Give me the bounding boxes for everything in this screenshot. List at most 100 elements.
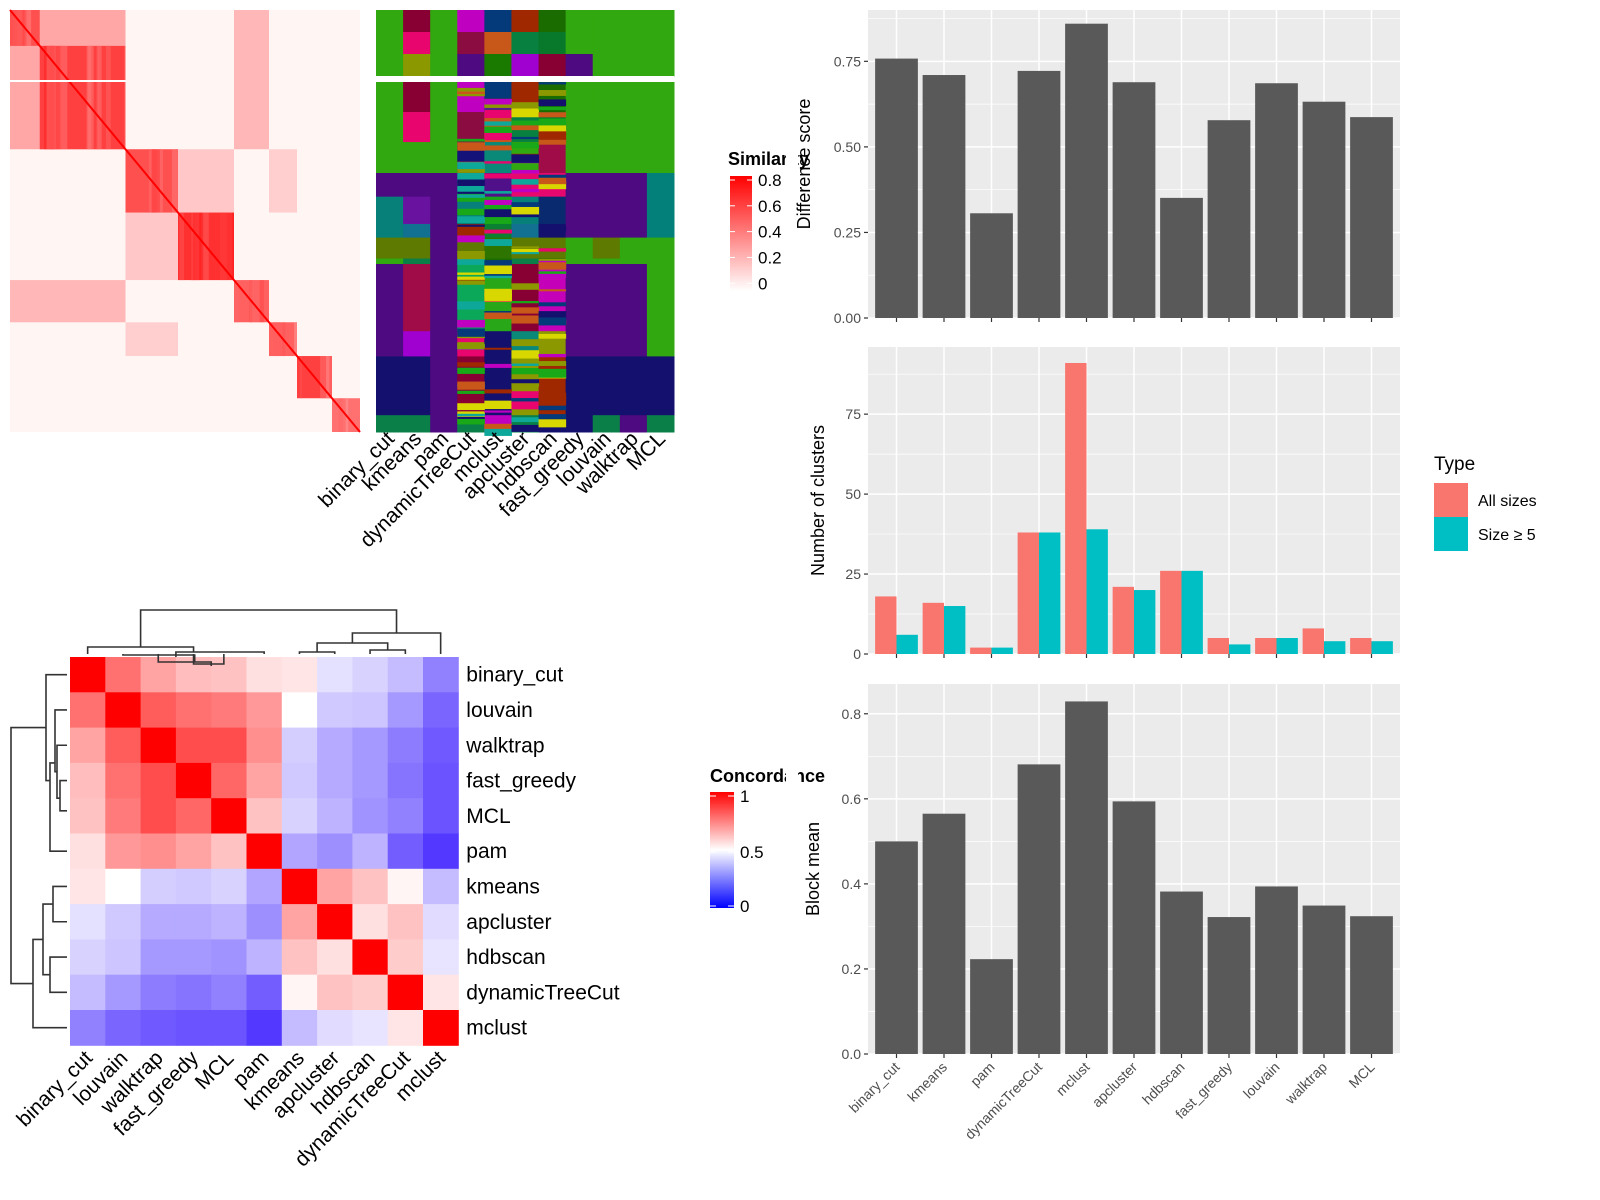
- assignment-cell: [619, 173, 648, 198]
- concordance-cell: [70, 939, 106, 976]
- bar: [1255, 83, 1298, 318]
- assignment-cell: [565, 54, 594, 77]
- concordance-cell: [317, 1010, 353, 1046]
- assignment-stripe: [511, 315, 540, 324]
- bar: [875, 58, 918, 319]
- concordance-cell: [105, 833, 142, 870]
- assignment-cell: [511, 173, 540, 198]
- assignment-cell: [592, 10, 621, 33]
- assignment-cell: [565, 82, 594, 113]
- concordance-cell: [423, 939, 459, 976]
- assignment-cell: [565, 173, 594, 198]
- concordance-cell: [140, 762, 177, 799]
- assignment-cell: [646, 356, 675, 416]
- assignment-stripe: [511, 206, 540, 213]
- legend-key-all-sizes: [1434, 483, 1468, 517]
- assignment-stripe: [538, 99, 567, 107]
- assignment-cell: [619, 142, 648, 174]
- assignment-cell: [619, 356, 648, 416]
- assignment-cell: [592, 258, 621, 265]
- assignment-cell: [646, 264, 675, 332]
- concordance-row-label: hdbscan: [466, 946, 545, 969]
- assignment-cell: [376, 173, 404, 198]
- assignment-stripe: [538, 311, 567, 320]
- y-tick-label: 0.00: [834, 310, 861, 326]
- concordance-tick-label: 0.5: [740, 843, 764, 862]
- bar-all-sizes: [1207, 638, 1229, 654]
- assignment-stripe: [457, 235, 485, 243]
- y-tick-label: 75: [845, 406, 861, 422]
- y-tick-label: 25: [845, 566, 861, 582]
- concordance-cell: [105, 939, 142, 976]
- assignment-stripe: [538, 82, 567, 85]
- concordance-cell: [317, 762, 353, 799]
- assignment-cell: [376, 258, 404, 265]
- assignment-cell: [592, 237, 621, 260]
- assignment-stripe: [538, 302, 567, 307]
- assignment-cell: [403, 112, 431, 143]
- concordance-title-clip: [786, 760, 798, 800]
- assignment-stripe: [538, 392, 567, 401]
- assignment-cell: [592, 112, 621, 143]
- dendrogram-branch: [52, 885, 67, 923]
- assignment-stripe: [457, 403, 485, 411]
- assignment-cell: [592, 415, 621, 433]
- concordance-cell: [387, 974, 424, 1011]
- assignment-stripe: [538, 89, 567, 96]
- concordance-row-label: louvain: [466, 699, 533, 722]
- assignment-cell: [565, 258, 594, 265]
- assignment-stripe: [538, 180, 567, 190]
- dendrogram-branch: [49, 956, 67, 994]
- assignment-cell: [376, 237, 404, 260]
- y-tick-label: 0.6: [842, 791, 862, 807]
- similarity-texture: [219, 212, 227, 281]
- assignment-cell: [592, 142, 621, 174]
- assignment-stripe: [457, 194, 485, 198]
- x-tick-label: pam: [967, 1059, 998, 1090]
- assignment-stripe: [484, 260, 512, 267]
- concordance-cell: [352, 798, 389, 834]
- concordance-cell: [105, 727, 142, 764]
- concordance-cell: [387, 1010, 424, 1046]
- similarity-texture: [106, 45, 111, 150]
- concordance-cell: [387, 939, 424, 976]
- assignment-cell: [619, 10, 648, 33]
- concordance-cell: [281, 657, 318, 693]
- assignment-cell: [376, 196, 404, 225]
- assignment-stripe: [457, 276, 485, 280]
- concordance-cell: [387, 727, 424, 764]
- assignment-stripe: [484, 98, 512, 105]
- concordance-cell: [317, 939, 353, 976]
- concordance-cell: [423, 974, 459, 1011]
- similarity-offblock: [10, 280, 126, 323]
- assignment-cell: [565, 237, 594, 260]
- concordance-cell: [387, 692, 424, 729]
- bar-size-ge5: [1086, 529, 1108, 654]
- assignment-stripe: [511, 102, 540, 111]
- assignment-cell: [430, 415, 458, 433]
- similarity-heatmap: [9, 9, 361, 433]
- concordance-cell: [281, 762, 318, 799]
- assignment-stripe: [457, 272, 485, 275]
- assignment-stripe: [484, 347, 512, 350]
- assignment-cell: [430, 173, 458, 198]
- dendrogram-branch: [49, 762, 67, 852]
- assignment-cell: [646, 415, 675, 433]
- concordance-row-label: fast_greedy: [466, 770, 576, 793]
- similarity-texture: [320, 356, 330, 399]
- x-tick-label: MCL: [1345, 1059, 1377, 1091]
- assignment-cell: [592, 264, 621, 332]
- y-tick-label: 0.4: [842, 876, 862, 892]
- similarity-texture: [299, 356, 303, 399]
- bar: [1350, 916, 1393, 1054]
- assignment-stripe: [511, 379, 540, 384]
- bar: [1065, 701, 1108, 1054]
- concordance-cell: [423, 868, 459, 905]
- similarity-texture: [175, 149, 178, 213]
- assignment-stripe: [538, 106, 567, 111]
- assignment-cell: [565, 264, 594, 332]
- concordance-cell: [423, 762, 459, 799]
- assignment-cell: [646, 82, 675, 113]
- assignment-cell: [646, 173, 675, 198]
- assignment-stripe: [538, 396, 567, 406]
